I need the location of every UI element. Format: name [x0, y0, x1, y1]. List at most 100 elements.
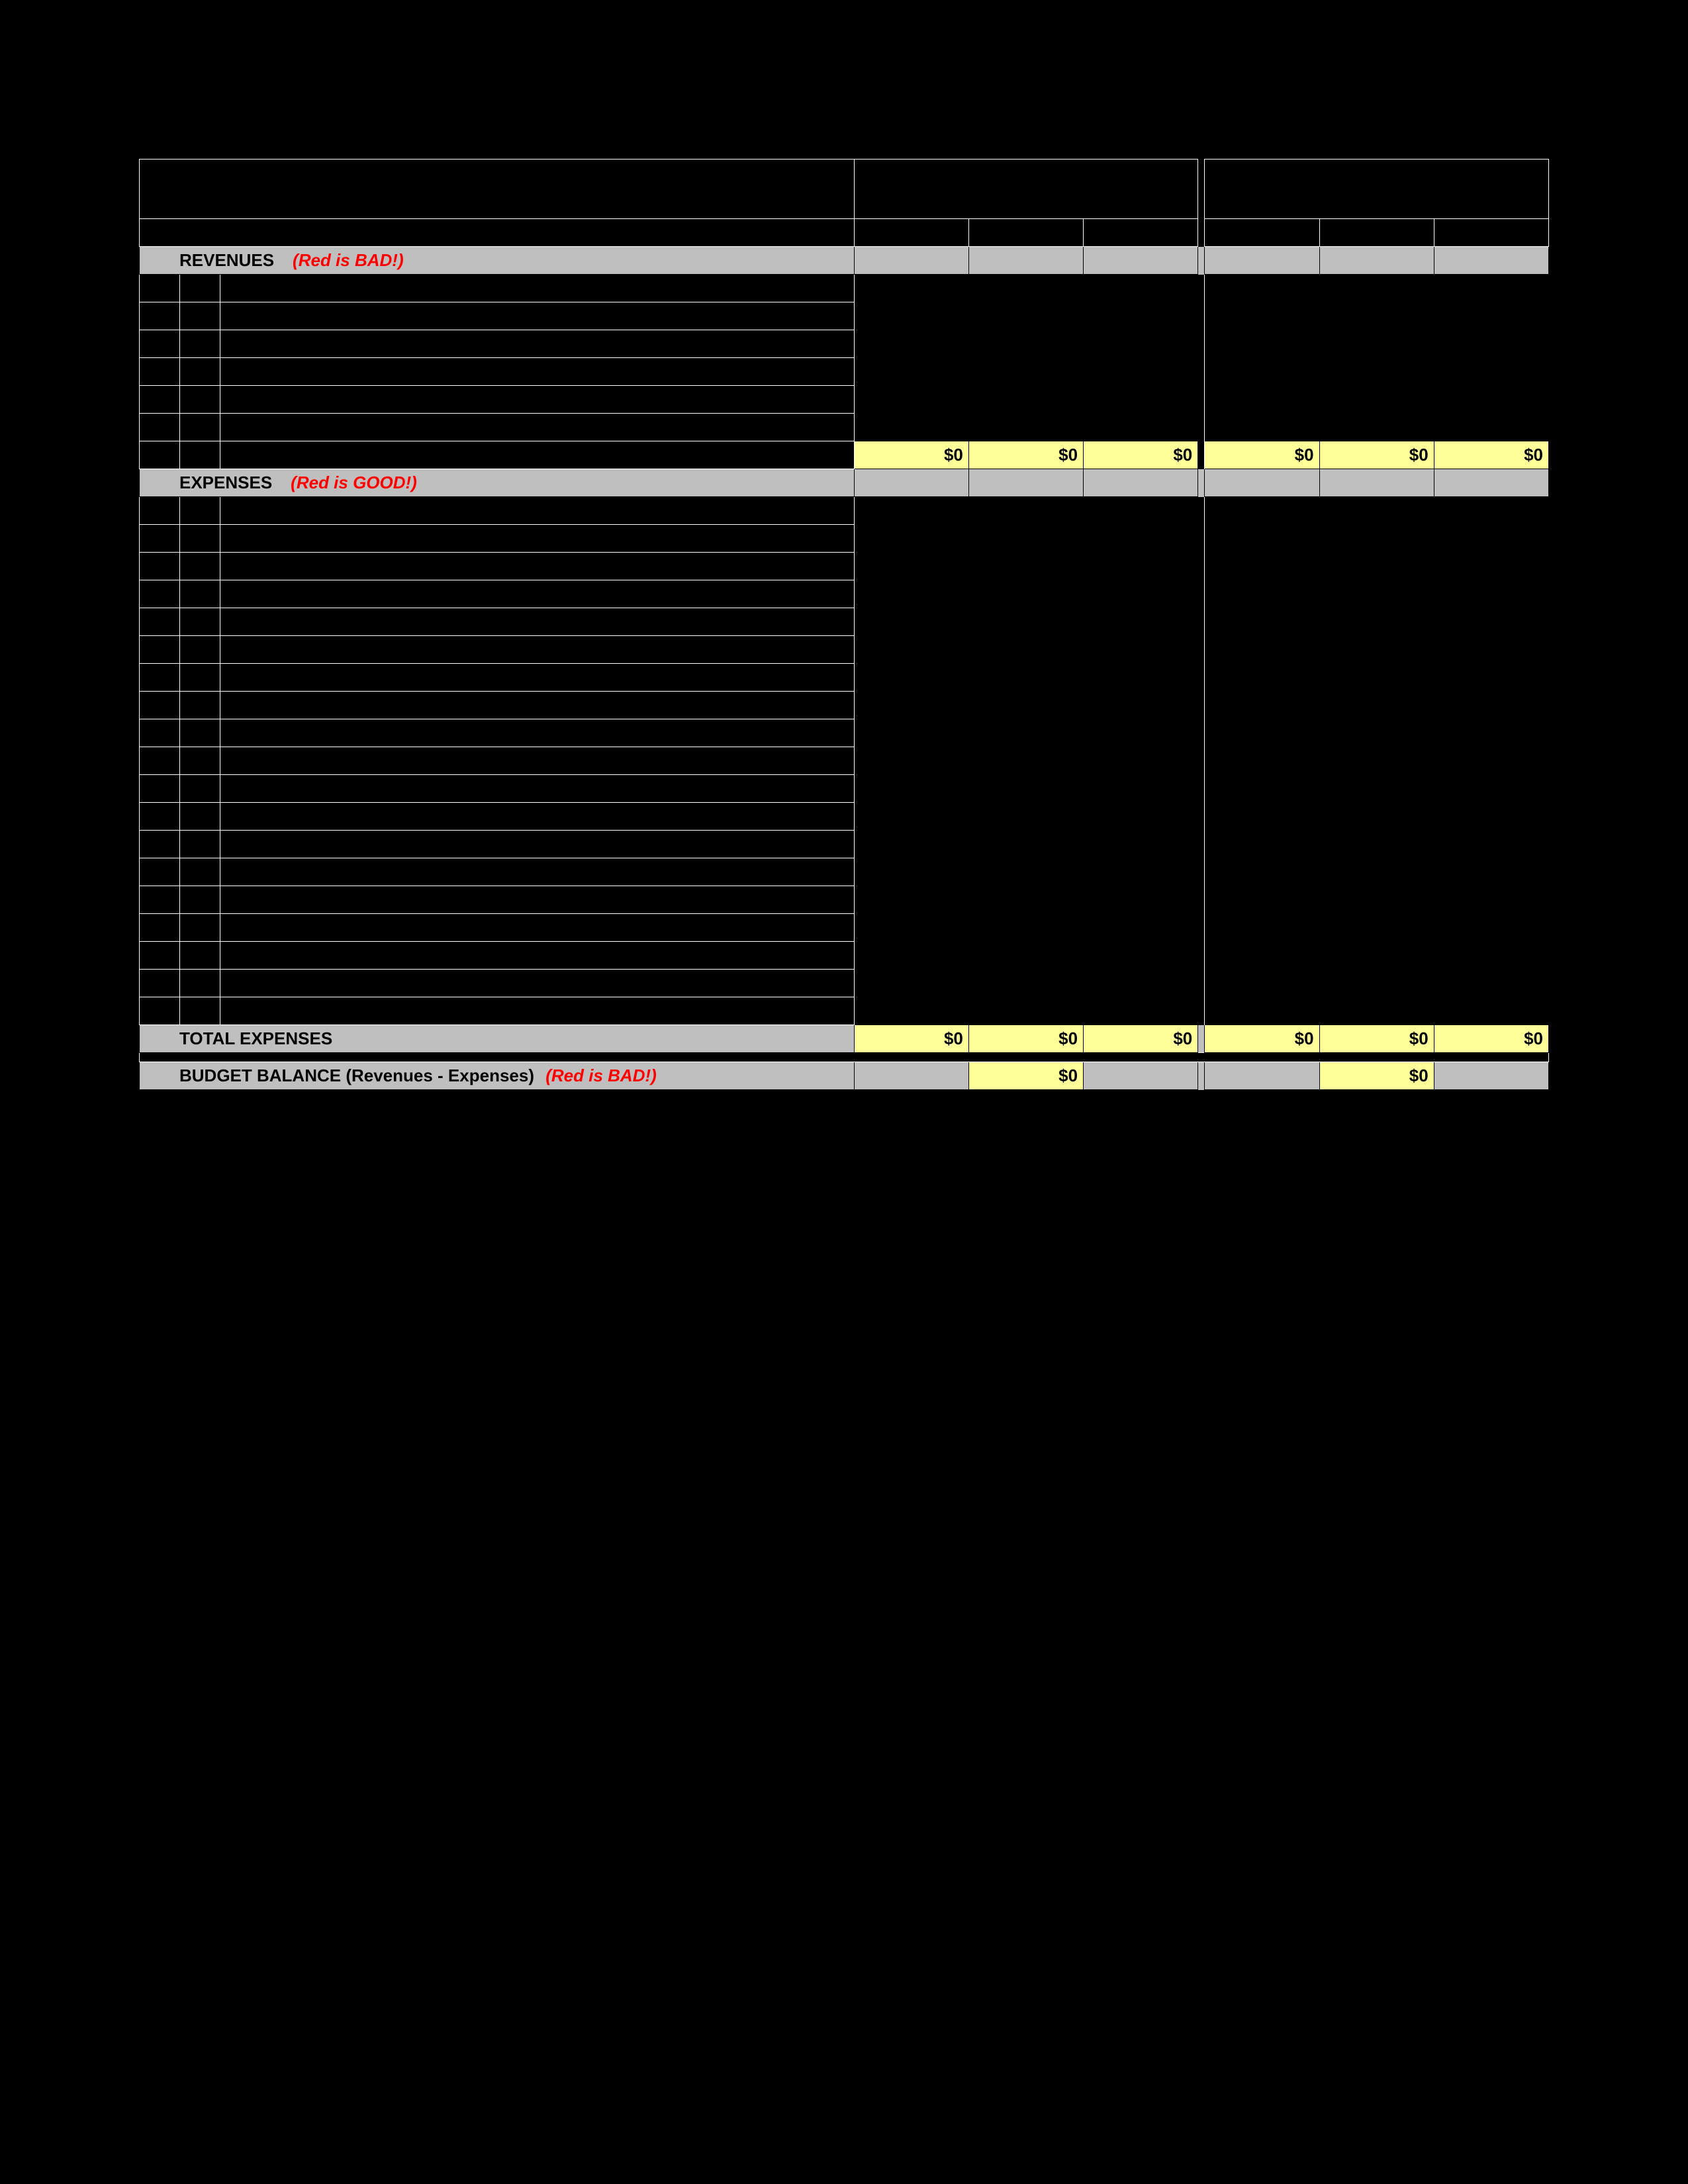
- exp-row-5-a2[interactable]: [968, 636, 1083, 664]
- exp-row-3-label[interactable]: [220, 580, 855, 608]
- exp-row-8-b2[interactable]: [1319, 719, 1434, 747]
- exp-row-4-b1[interactable]: [1205, 608, 1319, 636]
- exp-row-4-a1[interactable]: [854, 608, 968, 636]
- exp-row-0-a2[interactable]: [968, 497, 1083, 525]
- exp-row-12-label[interactable]: [220, 831, 855, 858]
- exp-row-12-a2[interactable]: [968, 831, 1083, 858]
- rev-row-3-a1[interactable]: [854, 358, 968, 386]
- rev-row-4-b2[interactable]: [1319, 386, 1434, 414]
- exp-row-9-label[interactable]: [220, 747, 855, 775]
- exp-row-17-label[interactable]: [220, 970, 855, 997]
- exp-row-7-a2[interactable]: [968, 692, 1083, 719]
- exp-row-13-b1[interactable]: [1205, 858, 1319, 886]
- exp-row-5-label[interactable]: [220, 636, 855, 664]
- rev-row-3-b1[interactable]: [1205, 358, 1319, 386]
- rev-row-4-label[interactable]: [220, 386, 855, 414]
- exp-row-17-b2[interactable]: [1319, 970, 1434, 997]
- exp-row-13-a1[interactable]: [854, 858, 968, 886]
- exp-row-11-b1[interactable]: [1205, 803, 1319, 831]
- exp-row-16-a1[interactable]: [854, 942, 968, 970]
- exp-row-2-a1[interactable]: [854, 553, 968, 580]
- exp-row-12-b2[interactable]: [1319, 831, 1434, 858]
- exp-row-17-b1[interactable]: [1205, 970, 1319, 997]
- exp-row-0-b1[interactable]: [1205, 497, 1319, 525]
- exp-row-2-label[interactable]: [220, 553, 855, 580]
- exp-row-9-b2[interactable]: [1319, 747, 1434, 775]
- exp-row-0-label[interactable]: [220, 497, 855, 525]
- rev-row-5-label[interactable]: [220, 414, 855, 441]
- exp-row-12-b1[interactable]: [1205, 831, 1319, 858]
- exp-row-8-b1[interactable]: [1205, 719, 1319, 747]
- exp-row-18-a2[interactable]: [968, 997, 1083, 1025]
- exp-row-6-b2[interactable]: [1319, 664, 1434, 692]
- exp-row-15-a1[interactable]: [854, 914, 968, 942]
- rev-row-1-b2[interactable]: [1319, 302, 1434, 330]
- exp-row-14-b2[interactable]: [1319, 886, 1434, 914]
- exp-row-4-b2[interactable]: [1319, 608, 1434, 636]
- exp-row-17-a2[interactable]: [968, 970, 1083, 997]
- exp-row-12-a1[interactable]: [854, 831, 968, 858]
- exp-row-18-a1[interactable]: [854, 997, 968, 1025]
- exp-row-1-a2[interactable]: [968, 525, 1083, 553]
- exp-row-5-b2[interactable]: [1319, 636, 1434, 664]
- exp-row-1-b2[interactable]: [1319, 525, 1434, 553]
- exp-row-6-a2[interactable]: [968, 664, 1083, 692]
- exp-row-5-a1[interactable]: [854, 636, 968, 664]
- exp-row-16-a2[interactable]: [968, 942, 1083, 970]
- rev-row-3-a2[interactable]: [968, 358, 1083, 386]
- exp-row-3-a1[interactable]: [854, 580, 968, 608]
- exp-row-10-b2[interactable]: [1319, 775, 1434, 803]
- exp-row-11-a1[interactable]: [854, 803, 968, 831]
- exp-row-10-b1[interactable]: [1205, 775, 1319, 803]
- exp-row-10-a1[interactable]: [854, 775, 968, 803]
- exp-row-13-label[interactable]: [220, 858, 855, 886]
- exp-row-18-label[interactable]: [220, 997, 855, 1025]
- rev-row-4-a2[interactable]: [968, 386, 1083, 414]
- rev-row-5-a1[interactable]: [854, 414, 968, 441]
- exp-row-5-b1[interactable]: [1205, 636, 1319, 664]
- exp-row-16-label[interactable]: [220, 942, 855, 970]
- exp-row-10-a2[interactable]: [968, 775, 1083, 803]
- exp-row-3-a2[interactable]: [968, 580, 1083, 608]
- exp-row-15-b2[interactable]: [1319, 914, 1434, 942]
- exp-row-1-b1[interactable]: [1205, 525, 1319, 553]
- exp-row-6-b1[interactable]: [1205, 664, 1319, 692]
- exp-row-14-a2[interactable]: [968, 886, 1083, 914]
- rev-row-0-b1[interactable]: [1205, 275, 1319, 302]
- exp-row-17-a1[interactable]: [854, 970, 968, 997]
- exp-row-16-b2[interactable]: [1319, 942, 1434, 970]
- rev-row-0-a1[interactable]: [854, 275, 968, 302]
- exp-row-0-a1[interactable]: [854, 497, 968, 525]
- exp-row-6-label[interactable]: [220, 664, 855, 692]
- exp-row-6-a1[interactable]: [854, 664, 968, 692]
- rev-row-2-a2[interactable]: [968, 330, 1083, 358]
- exp-row-14-b1[interactable]: [1205, 886, 1319, 914]
- rev-row-2-a1[interactable]: [854, 330, 968, 358]
- exp-row-11-b2[interactable]: [1319, 803, 1434, 831]
- exp-row-3-b1[interactable]: [1205, 580, 1319, 608]
- rev-row-5-b1[interactable]: [1205, 414, 1319, 441]
- rev-row-2-b2[interactable]: [1319, 330, 1434, 358]
- exp-row-9-b1[interactable]: [1205, 747, 1319, 775]
- exp-row-8-label[interactable]: [220, 719, 855, 747]
- rev-row-1-label[interactable]: [220, 302, 855, 330]
- exp-row-13-a2[interactable]: [968, 858, 1083, 886]
- rev-row-0-label[interactable]: [220, 275, 855, 302]
- exp-row-10-label[interactable]: [220, 775, 855, 803]
- exp-row-9-a2[interactable]: [968, 747, 1083, 775]
- rev-row-4-b1[interactable]: [1205, 386, 1319, 414]
- rev-row-0-b2[interactable]: [1319, 275, 1434, 302]
- exp-row-15-a2[interactable]: [968, 914, 1083, 942]
- exp-row-2-b2[interactable]: [1319, 553, 1434, 580]
- exp-row-9-a1[interactable]: [854, 747, 968, 775]
- rev-row-1-a1[interactable]: [854, 302, 968, 330]
- rev-row-5-a2[interactable]: [968, 414, 1083, 441]
- rev-row-4-a1[interactable]: [854, 386, 968, 414]
- exp-row-7-label[interactable]: [220, 692, 855, 719]
- exp-row-8-a1[interactable]: [854, 719, 968, 747]
- exp-row-2-b1[interactable]: [1205, 553, 1319, 580]
- exp-row-7-b1[interactable]: [1205, 692, 1319, 719]
- rev-row-3-label[interactable]: [220, 358, 855, 386]
- exp-row-15-label[interactable]: [220, 914, 855, 942]
- exp-row-3-b2[interactable]: [1319, 580, 1434, 608]
